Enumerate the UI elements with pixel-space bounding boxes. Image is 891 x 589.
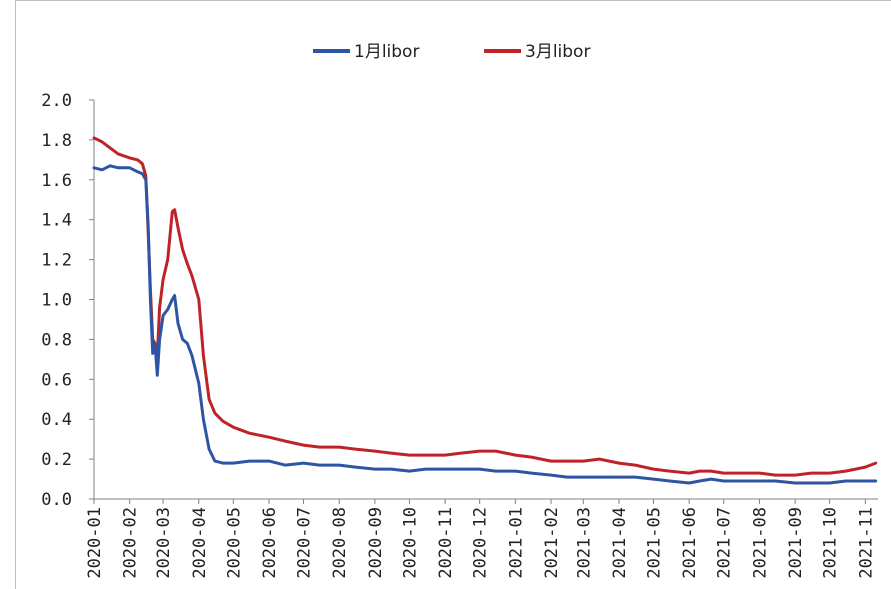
y-axis: 0.0 0.2 0.4 0.6 0.8 1.0 1.2 1.4 1.6 1.8 2.0 [41,91,95,510]
plot-area [92,136,878,485]
y-tick-label: 1.8 [41,131,72,151]
x-tick-label: 2021-10 [821,507,841,579]
x-tick-label: 2020-11 [436,507,456,579]
x-tick-label: 2020-10 [400,507,420,579]
x-tick-label: 2021-11 [856,507,876,579]
legend: 1月libor 3月libor [313,42,590,62]
x-tick-label: 2020-05 [224,507,244,579]
chart-frame [15,0,891,589]
legend-label-3m: 3月libor [525,42,590,62]
y-tick-label: 2.0 [41,91,72,111]
y-tick-label: 1.6 [41,171,72,191]
x-tick-label: 2021-01 [506,507,526,579]
x-tick-label: 2021-02 [542,507,562,579]
legend-label-1m: 1月libor [354,42,419,62]
y-tick-label: 0.4 [41,410,72,430]
x-tick-label: 2020-12 [471,507,491,579]
x-tick-label: 2020-08 [330,507,350,579]
x-tick-label: 2020-01 [85,507,105,579]
y-tick-label: 1.4 [41,211,72,231]
x-axis: 2020-01 2020-02 2020-03 2020-04 2020-05 2020-… [85,498,878,579]
x-tick-label: 2020-03 [154,507,174,579]
y-tick-label: 0.6 [41,370,72,390]
y-tick-label: 1.0 [41,291,72,311]
x-tick-label: 2020-07 [295,507,315,579]
y-tick-label: 0.2 [41,450,72,470]
x-tick-label: 2021-05 [645,507,665,579]
x-tick-label: 2021-08 [750,507,770,579]
x-tick-label: 2020-02 [121,507,141,579]
x-tick-label: 2020-09 [366,507,386,579]
x-tick-label: 2021-03 [574,507,594,579]
x-tick-label: 2020-04 [190,507,210,579]
x-tick-label: 2021-04 [610,507,630,579]
x-tick-label: 2021-06 [680,507,700,579]
series-line-1m-libor [92,164,878,485]
y-tick-label: 0.0 [41,490,72,510]
x-tick-label: 2020-06 [260,507,280,579]
x-tick-label: 2021-07 [715,507,735,579]
y-tick-label: 1.2 [41,251,72,271]
x-tick-label: 2021-09 [786,507,806,579]
y-tick-label: 0.8 [41,330,72,350]
series-line-3m-libor [92,136,878,477]
